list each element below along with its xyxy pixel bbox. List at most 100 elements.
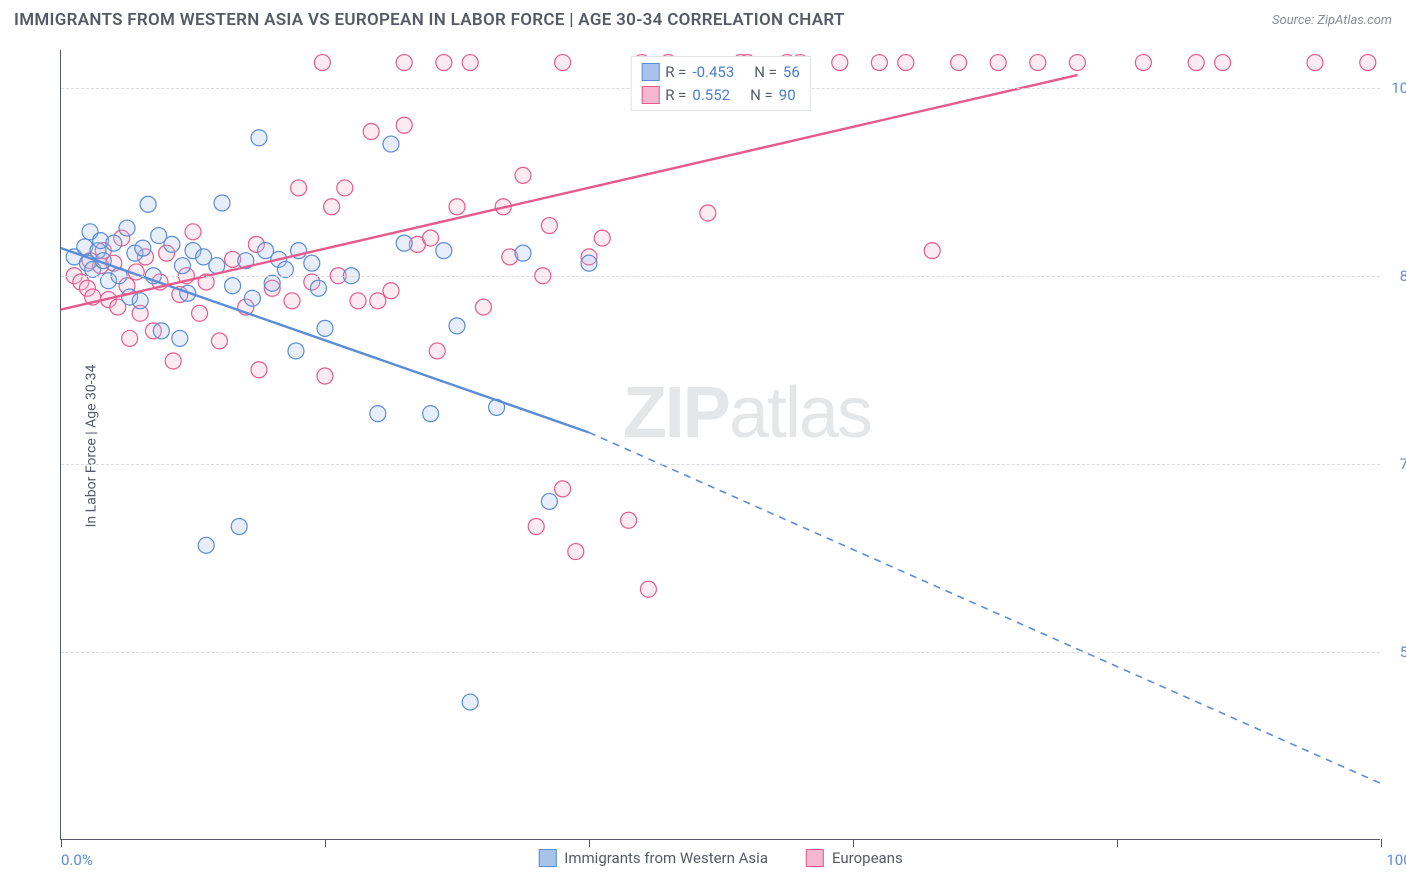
gridline (61, 276, 1380, 277)
scatter-point (515, 167, 531, 183)
chart-header: IMMIGRANTS FROM WESTERN ASIA VS EUROPEAN… (14, 10, 1392, 30)
scatter-point (363, 124, 379, 140)
legend-bottom-item-2: Europeans (806, 849, 903, 867)
scatter-point (423, 230, 439, 246)
scatter-point (515, 245, 531, 261)
x-tick-max: 100.0% (1386, 851, 1406, 869)
scatter-point (192, 305, 208, 321)
scatter-point (429, 343, 445, 359)
scatter-point (284, 293, 300, 309)
legend-r-value-1: -0.453 (692, 61, 734, 84)
scatter-point (251, 130, 267, 146)
scatter-point (555, 481, 571, 497)
scatter-point (317, 320, 333, 336)
scatter-point (832, 55, 848, 71)
chart-svg (61, 50, 1380, 839)
scatter-point (990, 55, 1006, 71)
scatter-point (310, 280, 326, 296)
scatter-point (436, 55, 452, 71)
scatter-point (436, 243, 452, 259)
scatter-point (462, 694, 478, 710)
scatter-point (324, 199, 340, 215)
scatter-point (475, 299, 491, 315)
scatter-point (214, 195, 230, 211)
scatter-point (153, 323, 169, 339)
legend-n-value-2: 90 (779, 84, 796, 107)
scatter-point (528, 519, 544, 535)
scatter-point (337, 180, 353, 196)
gridline (61, 652, 1380, 653)
scatter-point (264, 275, 280, 291)
legend-row-series-1: R = -0.453 N = 56 (641, 61, 800, 84)
y-tick-label: 55.0% (1385, 643, 1406, 661)
scatter-point (174, 258, 190, 274)
legend-row-series-2: R = 0.552 N = 90 (641, 84, 800, 107)
x-tick (325, 839, 326, 847)
legend-swatch-blue (641, 63, 659, 81)
legend-bottom-swatch-pink (806, 849, 824, 867)
x-tick (1381, 839, 1382, 847)
regression-line-blue-dashed (589, 432, 1381, 783)
scatter-point (423, 406, 439, 422)
chart-container: IMMIGRANTS FROM WESTERN ASIA VS EUROPEAN… (0, 0, 1406, 892)
y-tick-label: 100.0% (1385, 79, 1406, 97)
legend-n-label-2: N = (750, 84, 773, 107)
scatter-point (1188, 55, 1204, 71)
x-tick (853, 839, 854, 847)
scatter-point (119, 220, 135, 236)
scatter-point (898, 55, 914, 71)
scatter-point (1215, 55, 1231, 71)
scatter-point (396, 235, 412, 251)
x-tick (589, 839, 590, 847)
scatter-point (251, 362, 267, 378)
legend-r-label-2: R = (665, 84, 686, 107)
scatter-point (462, 55, 478, 71)
scatter-point (594, 230, 610, 246)
scatter-point (304, 255, 320, 271)
scatter-point (106, 235, 122, 251)
y-tick-label: 70.0% (1385, 455, 1406, 473)
scatter-point (1030, 55, 1046, 71)
scatter-point (383, 283, 399, 299)
legend-bottom-swatch-blue (538, 849, 556, 867)
chart-title: IMMIGRANTS FROM WESTERN ASIA VS EUROPEAN… (14, 10, 845, 30)
scatter-point (581, 255, 597, 271)
scatter-point (165, 353, 181, 369)
scatter-point (700, 205, 716, 221)
scatter-point (541, 493, 557, 509)
scatter-point (288, 343, 304, 359)
legend-r-label: R = (665, 61, 686, 84)
x-tick (1117, 839, 1118, 847)
scatter-point (1069, 55, 1085, 71)
scatter-point (370, 293, 386, 309)
x-tick-min: 0.0% (61, 851, 93, 869)
scatter-point (314, 55, 330, 71)
scatter-point (140, 196, 156, 212)
gridline (61, 464, 1380, 465)
legend-bottom: Immigrants from Western Asia Europeans (538, 849, 902, 867)
scatter-point (1360, 55, 1376, 71)
scatter-point (383, 136, 399, 152)
scatter-point (185, 224, 201, 240)
scatter-point (135, 240, 151, 256)
scatter-point (640, 581, 656, 597)
x-tick (61, 839, 62, 847)
scatter-point (225, 278, 241, 294)
legend-n-label: N = (754, 61, 777, 84)
y-tick-label: 85.0% (1385, 267, 1406, 285)
scatter-point (317, 368, 333, 384)
scatter-point (172, 330, 188, 346)
legend-n-value-1: 56 (783, 61, 800, 84)
scatter-point (132, 293, 148, 309)
scatter-point (449, 318, 465, 334)
chart-source: Source: ZipAtlas.com (1272, 13, 1392, 28)
scatter-point (1135, 55, 1151, 71)
legend-bottom-label-1: Immigrants from Western Asia (564, 849, 768, 867)
scatter-point (1307, 55, 1323, 71)
scatter-point (621, 512, 637, 528)
scatter-point (568, 544, 584, 560)
scatter-point (370, 406, 386, 422)
plot-area: R = -0.453 N = 56 R = 0.552 N = 90 ZIPat… (60, 50, 1380, 840)
scatter-point (871, 55, 887, 71)
legend-swatch-pink (641, 86, 659, 104)
